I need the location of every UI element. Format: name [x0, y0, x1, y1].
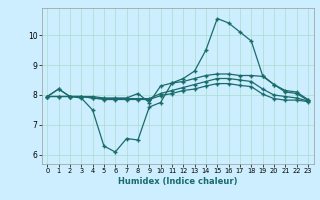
X-axis label: Humidex (Indice chaleur): Humidex (Indice chaleur)	[118, 177, 237, 186]
